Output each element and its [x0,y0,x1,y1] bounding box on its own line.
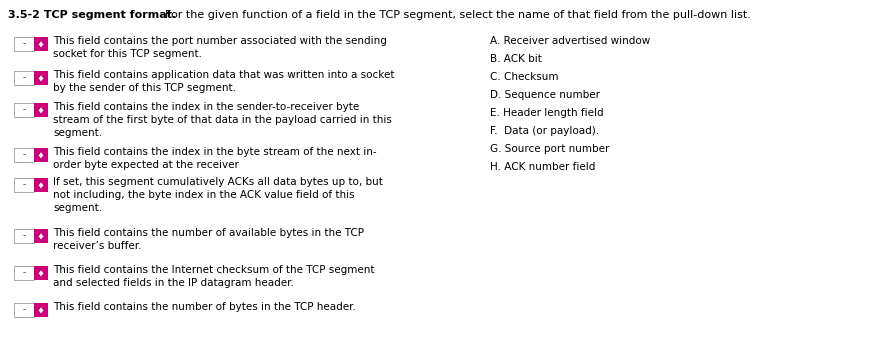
Text: -: - [22,73,25,82]
FancyBboxPatch shape [34,229,48,243]
Text: 3.5-2 TCP segment format.: 3.5-2 TCP segment format. [8,10,176,20]
Polygon shape [39,273,43,277]
Text: stream of the first byte of that data in the payload carried in this: stream of the first byte of that data in… [53,115,392,125]
Text: -: - [22,180,25,189]
Text: order byte expected at the receiver: order byte expected at the receiver [53,160,239,170]
Polygon shape [39,78,43,82]
FancyBboxPatch shape [14,229,34,243]
Polygon shape [39,41,43,45]
Polygon shape [39,182,43,186]
Text: This field contains the number of available bytes in the TCP: This field contains the number of availa… [53,228,363,238]
Text: not including, the byte index in the ACK value field of this: not including, the byte index in the ACK… [53,190,354,200]
Text: segment.: segment. [53,203,102,213]
Text: If set, this segment cumulatively ACKs all data bytes up to, but: If set, this segment cumulatively ACKs a… [53,177,383,187]
Text: by the sender of this TCP segment.: by the sender of this TCP segment. [53,83,235,93]
FancyBboxPatch shape [34,71,48,85]
Text: This field contains the index in the sender-to-receiver byte: This field contains the index in the sen… [53,102,359,112]
Text: A. Receiver advertised window: A. Receiver advertised window [489,36,650,46]
Text: This field contains the number of bytes in the TCP header.: This field contains the number of bytes … [53,302,356,312]
Polygon shape [39,44,43,48]
Text: G. Source port number: G. Source port number [489,144,608,154]
FancyBboxPatch shape [14,148,34,162]
FancyBboxPatch shape [14,178,34,192]
FancyBboxPatch shape [14,37,34,51]
Text: This field contains the index in the byte stream of the next in-: This field contains the index in the byt… [53,147,376,157]
Text: -: - [22,269,25,277]
Text: -: - [22,106,25,114]
Text: and selected fields in the IP datagram header.: and selected fields in the IP datagram h… [53,278,293,288]
FancyBboxPatch shape [34,303,48,317]
FancyBboxPatch shape [34,148,48,162]
FancyBboxPatch shape [34,266,48,280]
FancyBboxPatch shape [14,71,34,85]
Text: -: - [22,40,25,49]
Polygon shape [39,107,43,111]
Polygon shape [39,233,43,237]
Text: -: - [22,306,25,314]
Text: receiver’s buffer.: receiver’s buffer. [53,241,141,251]
Text: This field contains application data that was written into a socket: This field contains application data tha… [53,70,394,80]
Text: segment.: segment. [53,128,102,138]
Text: For the given function of a field in the TCP segment, select the name of that fi: For the given function of a field in the… [158,10,750,20]
Text: socket for this TCP segment.: socket for this TCP segment. [53,49,202,59]
FancyBboxPatch shape [34,103,48,117]
Polygon shape [39,110,43,114]
Text: B. ACK bit: B. ACK bit [489,54,541,64]
Text: -: - [22,151,25,159]
Text: C. Checksum: C. Checksum [489,72,558,82]
Polygon shape [39,307,43,311]
FancyBboxPatch shape [14,266,34,280]
FancyBboxPatch shape [14,303,34,317]
Text: D. Sequence number: D. Sequence number [489,90,600,100]
Text: -: - [22,232,25,241]
Polygon shape [39,155,43,159]
Polygon shape [39,310,43,314]
Text: This field contains the port number associated with the sending: This field contains the port number asso… [53,36,386,46]
Text: E. Header length field: E. Header length field [489,108,603,118]
Polygon shape [39,75,43,79]
FancyBboxPatch shape [14,103,34,117]
Text: F.  Data (or payload).: F. Data (or payload). [489,126,599,136]
FancyBboxPatch shape [34,178,48,192]
Text: H. ACK number field: H. ACK number field [489,162,594,172]
Polygon shape [39,152,43,156]
Text: This field contains the Internet checksum of the TCP segment: This field contains the Internet checksu… [53,265,374,275]
Polygon shape [39,185,43,188]
Polygon shape [39,270,43,274]
Polygon shape [39,236,43,240]
FancyBboxPatch shape [34,37,48,51]
